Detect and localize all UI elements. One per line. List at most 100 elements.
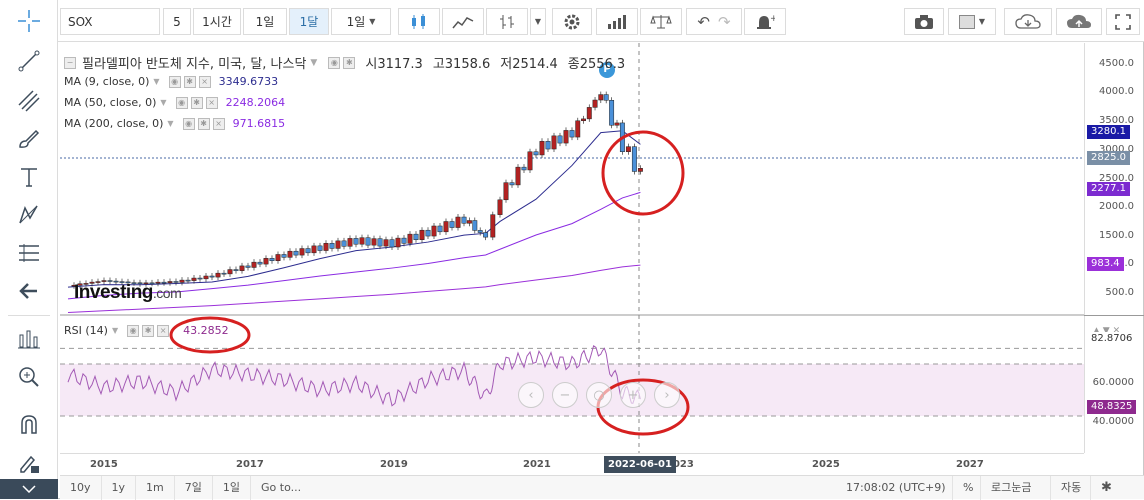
scroll-left-button[interactable]: ‹ bbox=[518, 382, 544, 408]
pattern-tool[interactable] bbox=[10, 198, 48, 232]
pane-controls[interactable]: ▲ ▼ ✕ bbox=[1093, 326, 1121, 336]
candle bbox=[107, 280, 113, 282]
price-chart[interactable] bbox=[60, 43, 1084, 475]
close-icon[interactable]: × bbox=[198, 75, 211, 88]
bars-button[interactable] bbox=[486, 8, 528, 35]
compare-button[interactable] bbox=[640, 8, 682, 35]
day-interval-button[interactable]: 1일 bbox=[243, 8, 287, 35]
range-label: 1일 bbox=[346, 15, 366, 29]
time-tick: 2023 bbox=[666, 459, 694, 470]
trendline-icon bbox=[18, 50, 40, 72]
eye-icon[interactable]: ◉ bbox=[175, 96, 188, 109]
chevron-down-icon[interactable]: ▼ bbox=[153, 77, 160, 86]
hour-interval-button[interactable]: 1시간 bbox=[193, 8, 241, 35]
rsi-current-tag: 48.8325 bbox=[1087, 400, 1137, 414]
scroll-right-button[interactable]: › bbox=[654, 382, 680, 408]
ma200-label: MA (200, close, 0) bbox=[64, 117, 164, 130]
interval-input[interactable]: 5 bbox=[163, 8, 191, 35]
measure-tool[interactable] bbox=[10, 322, 48, 356]
undo-icon[interactable]: ↶ bbox=[697, 12, 710, 31]
symbol-input[interactable]: SOX bbox=[60, 8, 160, 35]
svg-text:+: + bbox=[770, 14, 775, 24]
goto-button[interactable]: Go to... bbox=[261, 480, 302, 494]
range-7d[interactable]: 7일 bbox=[175, 475, 213, 500]
chevron-down-icon[interactable]: ▼ bbox=[111, 326, 119, 335]
reset-button[interactable]: ○ bbox=[586, 382, 612, 408]
candle bbox=[365, 237, 371, 246]
back-tool[interactable] bbox=[10, 274, 48, 308]
chevron-down-icon: ▼ bbox=[534, 17, 542, 26]
eye-icon[interactable]: ◉ bbox=[328, 56, 341, 69]
candle bbox=[539, 141, 545, 156]
candle bbox=[149, 282, 155, 285]
settings-button[interactable] bbox=[552, 8, 592, 35]
rsi-tick: 60.0000 bbox=[1092, 377, 1134, 388]
crosshair-tool[interactable] bbox=[10, 4, 48, 38]
zoom-out-button[interactable]: − bbox=[552, 382, 578, 408]
range-10y[interactable]: 10y bbox=[60, 475, 102, 500]
day-label: 1일 bbox=[255, 15, 275, 29]
cloud-save-button[interactable] bbox=[1056, 8, 1102, 35]
trendline-tool[interactable] bbox=[10, 44, 48, 78]
zoom-tool[interactable] bbox=[10, 360, 48, 394]
percent-scale-toggle[interactable]: % bbox=[952, 476, 983, 500]
range-dropdown[interactable]: 1일 ▼ bbox=[331, 8, 391, 35]
lock-drawing-tool[interactable] bbox=[10, 446, 48, 480]
close-icon[interactable]: × bbox=[205, 96, 218, 109]
clock-timezone[interactable]: 17:08:02 (UTC+9) bbox=[846, 481, 946, 494]
candle bbox=[569, 130, 575, 138]
price-axis[interactable]: 4500.0 4000.0 3500.0 3000.0 2500.0 2000.… bbox=[1084, 43, 1144, 453]
eye-icon[interactable]: ◉ bbox=[182, 117, 195, 130]
gear-icon[interactable]: ✱ bbox=[142, 324, 155, 337]
range-1d[interactable]: 1일 bbox=[213, 475, 251, 500]
candle bbox=[383, 239, 389, 247]
ohlc-bars-icon bbox=[500, 14, 514, 29]
line-chart-button[interactable] bbox=[442, 8, 484, 35]
eye-icon[interactable]: ◉ bbox=[127, 324, 140, 337]
month-interval-button[interactable]: 1달 bbox=[289, 8, 329, 35]
indicators-icon bbox=[608, 14, 626, 29]
close-icon[interactable]: × bbox=[157, 324, 170, 337]
undo-redo-group: ↶ ↷ bbox=[686, 8, 742, 35]
collapse-legend-icon[interactable]: − bbox=[64, 56, 76, 69]
gear-icon[interactable]: ✱ bbox=[1090, 476, 1122, 500]
chevron-down-icon[interactable]: ▼ bbox=[160, 98, 167, 107]
candles-button[interactable] bbox=[398, 8, 440, 35]
eye-icon[interactable]: ◉ bbox=[168, 75, 181, 88]
alert-button[interactable]: + bbox=[744, 8, 786, 35]
range-1y[interactable]: 1y bbox=[102, 475, 137, 500]
cloud-load-button[interactable] bbox=[1004, 8, 1052, 35]
event-marker-p[interactable]: P bbox=[599, 62, 615, 78]
layout-dropdown[interactable]: ▼ bbox=[948, 8, 996, 35]
brush-tool[interactable] bbox=[10, 122, 48, 156]
indicators-button[interactable] bbox=[596, 8, 638, 35]
ma9-legend: MA (9, close, 0) ▼ ◉ ✱ × 3349.6733 bbox=[64, 75, 278, 88]
zoom-in-button[interactable]: + bbox=[620, 382, 646, 408]
candle bbox=[167, 281, 173, 284]
chevron-down-icon[interactable]: ▼ bbox=[167, 119, 174, 128]
magnet-tool[interactable] bbox=[10, 408, 48, 442]
candle bbox=[275, 254, 281, 261]
screenshot-button[interactable] bbox=[904, 8, 944, 35]
chart-type-dropdown[interactable]: ▼ bbox=[530, 8, 546, 35]
gear-icon[interactable]: ✱ bbox=[197, 117, 210, 130]
gear-icon[interactable]: ✱ bbox=[190, 96, 203, 109]
log-scale-toggle[interactable]: 로그눈금 bbox=[980, 476, 1041, 500]
gear-icon[interactable]: ✱ bbox=[343, 56, 356, 69]
text-tool[interactable] bbox=[10, 160, 48, 194]
candle bbox=[477, 230, 483, 233]
gear-icon[interactable]: ✱ bbox=[183, 75, 196, 88]
instrument-title: 필라델피아 반도체 지수, 미국, 달, 나스닥 bbox=[82, 57, 307, 72]
pitchfork-tool[interactable] bbox=[10, 84, 48, 118]
fibonacci-tool[interactable] bbox=[10, 236, 48, 270]
fullscreen-button[interactable] bbox=[1106, 8, 1140, 35]
collapse-toolbar-button[interactable] bbox=[0, 479, 58, 499]
candle bbox=[203, 275, 209, 280]
range-1m[interactable]: 1m bbox=[136, 475, 175, 500]
redo-icon[interactable]: ↷ bbox=[718, 12, 731, 31]
auto-scale-toggle[interactable]: 자동 bbox=[1050, 476, 1091, 500]
time-axis[interactable]: 2015 2017 2019 2021 2023 2025 2027 2022-… bbox=[60, 453, 1084, 475]
chevron-down-icon[interactable]: ▼ bbox=[310, 57, 318, 68]
hour-label: 1시간 bbox=[202, 15, 232, 29]
close-icon[interactable]: × bbox=[212, 117, 225, 130]
